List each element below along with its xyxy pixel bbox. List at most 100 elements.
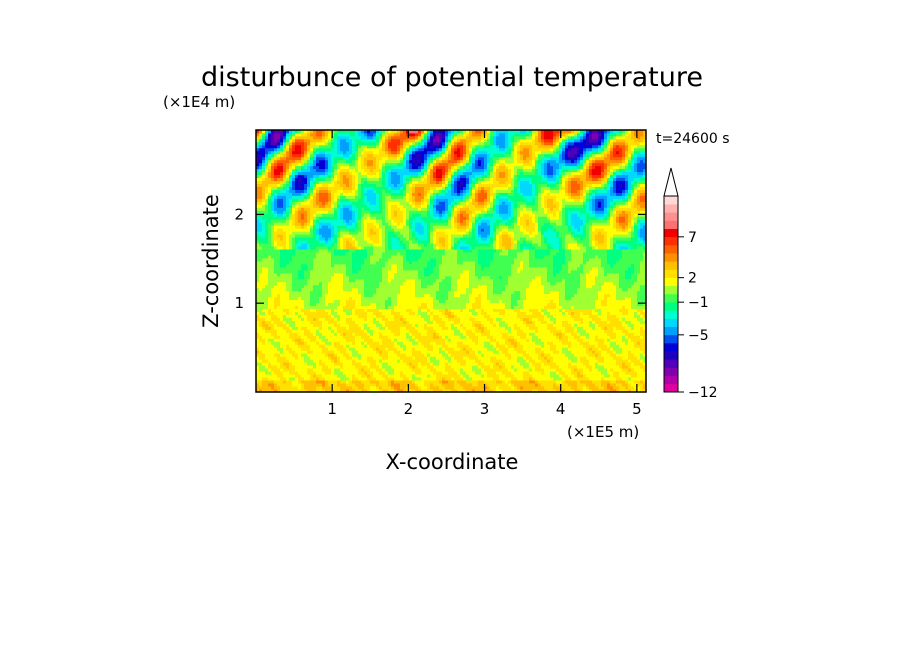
field-cell (418, 323, 422, 327)
field-cell (322, 314, 326, 318)
field-cell (256, 210, 260, 214)
field-cell (418, 240, 422, 244)
field-cell (283, 281, 287, 286)
field-cell (394, 141, 398, 146)
field-cell (298, 135, 302, 140)
field-cell (394, 231, 398, 235)
field-cell (286, 177, 290, 182)
field-cell (310, 162, 314, 167)
field-cell (391, 347, 395, 351)
field-cell (307, 332, 311, 336)
field-cell (265, 132, 269, 137)
field-cell (271, 296, 275, 301)
field-cell (274, 335, 278, 339)
field-cell (361, 371, 365, 375)
field-cell (388, 213, 392, 217)
field-cell (382, 141, 386, 146)
field-cell (331, 323, 335, 327)
field-cell (256, 198, 260, 202)
field-cell (361, 198, 365, 202)
field-cell (388, 323, 392, 327)
field-cell (325, 210, 329, 214)
field-cell (403, 278, 407, 283)
field-cell (346, 252, 350, 256)
field-cell (283, 275, 287, 280)
field-cell (304, 284, 308, 289)
field-cell (370, 258, 374, 262)
field-cell (322, 362, 326, 366)
field-cell (307, 296, 311, 301)
field-cell (334, 332, 338, 336)
field-cell (283, 266, 287, 271)
field-cell (274, 326, 278, 330)
field-cell (391, 183, 395, 187)
field-cell (334, 156, 338, 161)
field-cell (334, 365, 338, 369)
field-cell (388, 174, 392, 179)
field-cell (424, 237, 428, 241)
field-cell (349, 246, 353, 250)
field-cell (358, 222, 362, 226)
field-cell (301, 261, 305, 265)
field-cell (316, 222, 320, 226)
field-cell (418, 383, 422, 387)
field-cell (268, 135, 272, 140)
field-cell (397, 326, 401, 330)
field-cell (331, 272, 335, 277)
field-cell (418, 162, 422, 167)
field-cell (334, 132, 338, 137)
field-cell (418, 249, 422, 253)
field-cell (349, 347, 353, 351)
field-cell (289, 296, 293, 301)
field-cell (274, 207, 278, 211)
field-cell (319, 135, 323, 140)
field-cell (322, 368, 326, 372)
field-cell (409, 299, 413, 304)
field-cell (403, 147, 407, 152)
field-cell (376, 147, 380, 152)
field-cell (325, 258, 329, 262)
field-cell (421, 153, 425, 158)
field-cell (328, 329, 332, 333)
field-cell (418, 386, 422, 390)
field-cell (376, 204, 380, 208)
field-cell (340, 305, 344, 310)
field-cell (289, 192, 293, 196)
field-cell (373, 308, 377, 313)
field-cell (307, 189, 311, 193)
field-cell (277, 311, 281, 315)
field-cell (385, 186, 389, 190)
field-cell (259, 141, 263, 146)
field-cell (385, 249, 389, 253)
field-cell (352, 195, 356, 199)
field-cell (316, 225, 320, 229)
field-cell (283, 216, 287, 220)
field-cell (265, 210, 269, 214)
field-cell (277, 201, 281, 205)
field-cell (331, 213, 335, 217)
field-cell (283, 344, 287, 348)
field-cell (358, 317, 362, 321)
field-cell (388, 147, 392, 152)
field-cell (418, 350, 422, 354)
field-cell (313, 246, 317, 250)
field-cell (322, 243, 326, 247)
field-cell (406, 278, 410, 283)
field-cell (259, 219, 263, 223)
field-cell (385, 234, 389, 238)
field-cell (277, 219, 281, 223)
field-cell (376, 234, 380, 238)
field-cell (259, 195, 263, 199)
field-cell (322, 195, 326, 199)
field-cell (361, 332, 365, 336)
field-cell (298, 383, 302, 387)
field-cell (388, 130, 392, 134)
field-cell (406, 237, 410, 241)
field-cell (259, 338, 263, 342)
field-cell (328, 332, 332, 336)
field-cell (382, 234, 386, 238)
field-cell (268, 356, 272, 360)
field-cell (394, 162, 398, 167)
field-cell (412, 249, 416, 253)
field-cell (289, 281, 293, 286)
